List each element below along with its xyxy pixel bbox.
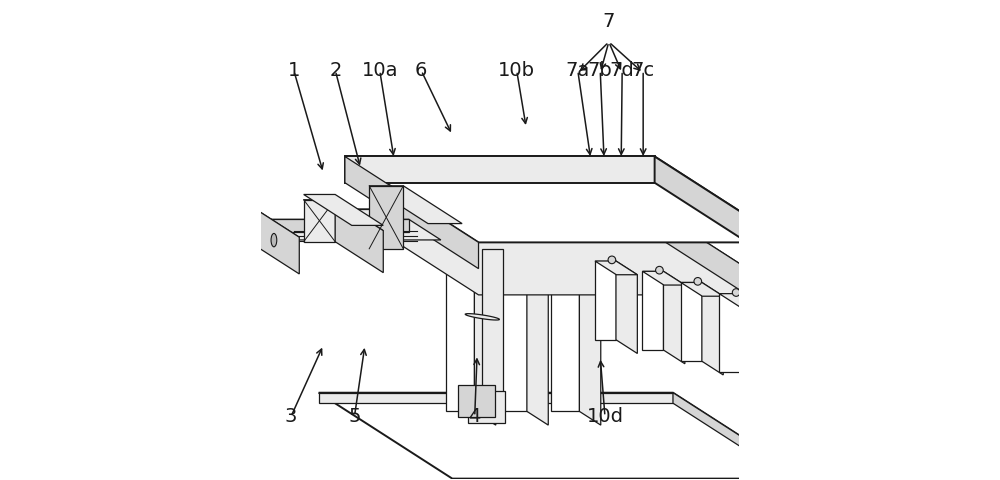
- Polygon shape: [702, 282, 723, 375]
- Polygon shape: [595, 261, 637, 275]
- Polygon shape: [498, 267, 527, 411]
- Polygon shape: [251, 219, 441, 240]
- Polygon shape: [446, 267, 496, 281]
- Polygon shape: [217, 206, 251, 243]
- Polygon shape: [458, 385, 495, 417]
- Polygon shape: [655, 209, 788, 321]
- Text: 10a: 10a: [361, 61, 398, 80]
- Text: 7b: 7b: [588, 61, 613, 80]
- Polygon shape: [446, 267, 474, 411]
- Polygon shape: [474, 267, 496, 425]
- Polygon shape: [304, 194, 383, 226]
- Circle shape: [732, 288, 740, 296]
- Polygon shape: [304, 200, 383, 231]
- Text: 2: 2: [329, 61, 342, 80]
- Polygon shape: [335, 200, 383, 273]
- Text: 10b: 10b: [498, 61, 535, 80]
- Polygon shape: [740, 294, 762, 386]
- Polygon shape: [345, 209, 788, 295]
- Polygon shape: [551, 267, 601, 281]
- Circle shape: [694, 277, 702, 285]
- Polygon shape: [251, 219, 409, 232]
- Polygon shape: [498, 267, 548, 281]
- Polygon shape: [217, 206, 299, 237]
- Polygon shape: [345, 209, 655, 235]
- Polygon shape: [642, 271, 663, 350]
- Text: 5: 5: [348, 407, 361, 426]
- Polygon shape: [551, 267, 579, 411]
- Polygon shape: [345, 156, 788, 242]
- Ellipse shape: [271, 233, 277, 247]
- Polygon shape: [345, 156, 655, 183]
- Text: 7: 7: [603, 12, 615, 31]
- Circle shape: [656, 266, 663, 274]
- Polygon shape: [369, 186, 462, 224]
- Text: 6: 6: [415, 61, 427, 80]
- Polygon shape: [251, 206, 299, 274]
- Polygon shape: [719, 294, 740, 372]
- Polygon shape: [579, 267, 601, 425]
- Polygon shape: [673, 393, 807, 480]
- Polygon shape: [468, 391, 505, 423]
- Text: 1: 1: [288, 61, 300, 80]
- Polygon shape: [595, 261, 616, 340]
- Polygon shape: [655, 156, 788, 269]
- Polygon shape: [527, 267, 548, 425]
- Polygon shape: [616, 261, 637, 353]
- Text: 10d: 10d: [586, 407, 623, 426]
- Polygon shape: [719, 294, 762, 307]
- Polygon shape: [369, 186, 403, 249]
- Polygon shape: [465, 313, 499, 320]
- Text: 7c: 7c: [632, 61, 655, 80]
- Polygon shape: [319, 393, 807, 479]
- Text: 7a: 7a: [566, 61, 590, 80]
- Polygon shape: [663, 271, 685, 364]
- Polygon shape: [319, 393, 673, 403]
- Polygon shape: [642, 271, 685, 285]
- Polygon shape: [304, 200, 335, 242]
- Text: 4: 4: [469, 407, 481, 426]
- Polygon shape: [482, 249, 503, 396]
- Circle shape: [608, 256, 616, 264]
- Text: 7d: 7d: [610, 61, 635, 80]
- Text: 3: 3: [285, 407, 297, 426]
- Polygon shape: [345, 156, 479, 269]
- Polygon shape: [681, 282, 723, 296]
- Polygon shape: [681, 282, 702, 361]
